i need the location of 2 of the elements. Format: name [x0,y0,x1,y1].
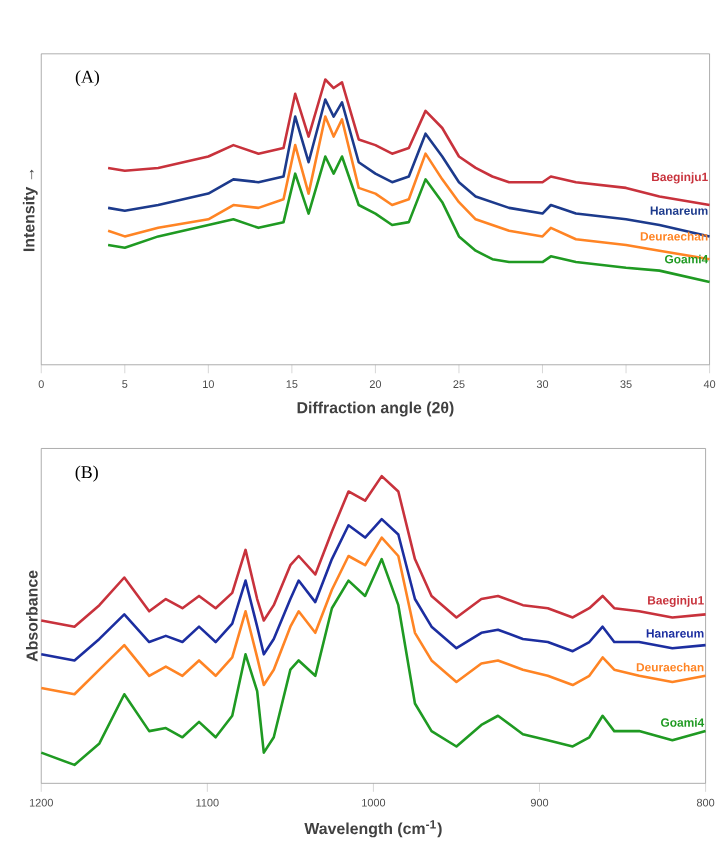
annotation: (B) [75,465,98,482]
annotation: (A) [75,70,99,87]
